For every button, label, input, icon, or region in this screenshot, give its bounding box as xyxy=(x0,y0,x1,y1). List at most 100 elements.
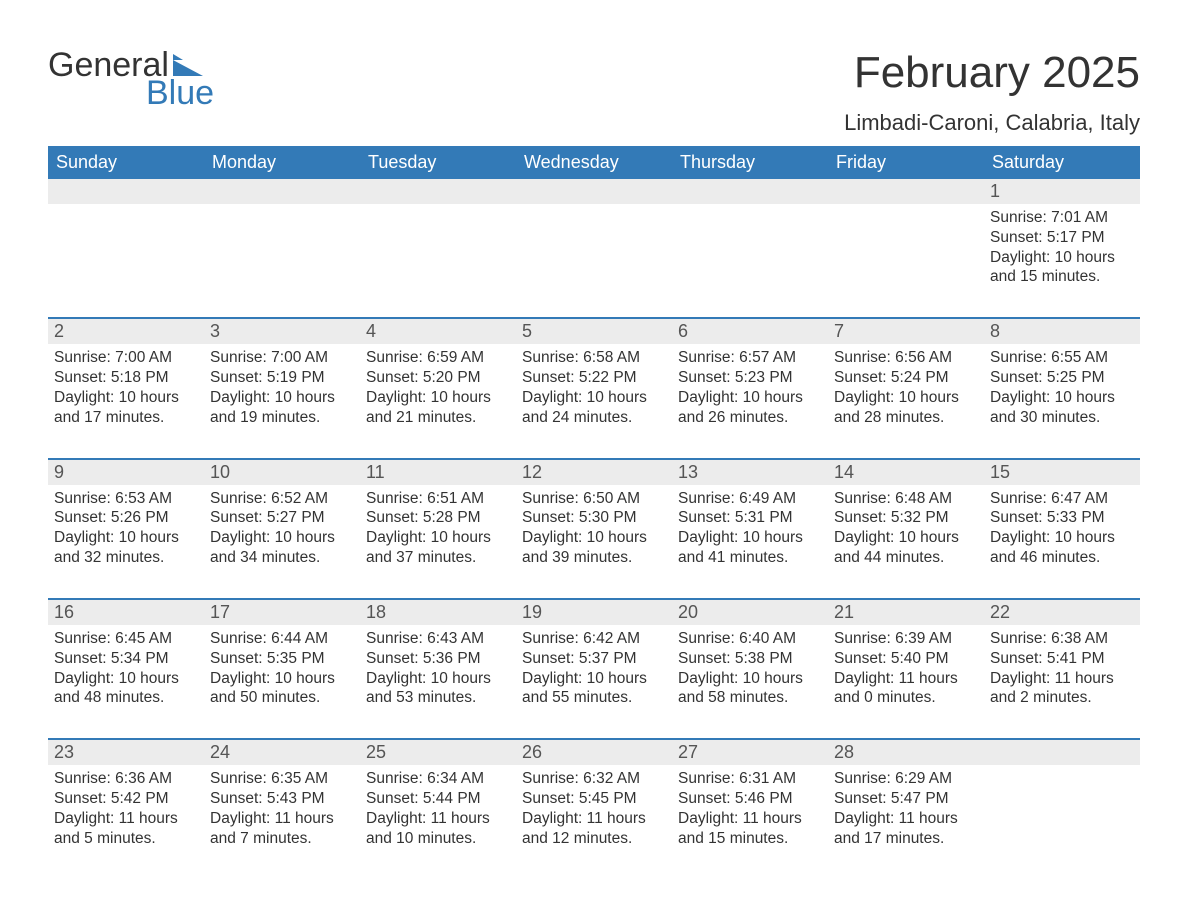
day-details: Sunrise: 6:31 AMSunset: 5:46 PMDaylight:… xyxy=(678,769,822,848)
day-number xyxy=(984,740,1140,765)
day-number: 3 xyxy=(204,319,360,344)
daylight-line: Daylight: 11 hours and 15 minutes. xyxy=(678,809,822,849)
day-cell: 26Sunrise: 6:32 AMSunset: 5:45 PMDayligh… xyxy=(516,740,672,860)
sunrise-line: Sunrise: 6:44 AM xyxy=(210,629,354,649)
day-cell: 9Sunrise: 6:53 AMSunset: 5:26 PMDaylight… xyxy=(48,460,204,580)
day-cell xyxy=(516,179,672,299)
day-cell: 25 Sunrise: 6:34 AMSunset: 5:44 PMDayligh… xyxy=(360,740,516,860)
day-number: 4 xyxy=(360,319,516,344)
sunset-line: Sunset: 5:36 PM xyxy=(366,649,510,669)
daylight-line: Daylight: 11 hours and 10 minutes. xyxy=(366,809,510,849)
day-cell: 7Sunrise: 6:56 AMSunset: 5:24 PMDaylight… xyxy=(828,319,984,439)
day-number: 25 xyxy=(360,740,516,765)
location-subtitle: Limbadi-Caroni, Calabria, Italy xyxy=(844,110,1140,136)
sunrise-line: Sunrise: 6:43 AM xyxy=(366,629,510,649)
daylight-line: Daylight: 10 hours and 39 minutes. xyxy=(522,528,666,568)
day-details: Sunrise: 6:43 AMSunset: 5:36 PMDaylight:… xyxy=(366,629,510,708)
day-details: Sunrise: 6:49 AMSunset: 5:31 PMDaylight:… xyxy=(678,489,822,568)
sunset-line: Sunset: 5:22 PM xyxy=(522,368,666,388)
day-number: 20 xyxy=(672,600,828,625)
sunset-line: Sunset: 5:25 PM xyxy=(990,368,1134,388)
day-number: 21 xyxy=(828,600,984,625)
day-cell xyxy=(984,740,1140,860)
day-details: Sunrise: 6:53 AMSunset: 5:26 PMDaylight:… xyxy=(54,489,198,568)
day-details: Sunrise: 7:00 AMSunset: 5:18 PMDaylight:… xyxy=(54,348,198,427)
day-details: Sunrise: 7:00 AMSunset: 5:19 PMDaylight:… xyxy=(210,348,354,427)
sunrise-line: Sunrise: 6:38 AM xyxy=(990,629,1134,649)
daylight-line: Daylight: 11 hours and 5 minutes. xyxy=(54,809,198,849)
sunset-line: Sunset: 5:34 PM xyxy=(54,649,198,669)
day-details: Sunrise: 6:42 AMSunset: 5:37 PMDaylight:… xyxy=(522,629,666,708)
day-cell: 22Sunrise: 6:38 AMSunset: 5:41 PMDayligh… xyxy=(984,600,1140,720)
brand-logo: General Blue xyxy=(48,48,214,110)
day-number: 10 xyxy=(204,460,360,485)
sunset-line: Sunset: 5:43 PM xyxy=(210,789,354,809)
daylight-line: Daylight: 11 hours and 17 minutes. xyxy=(834,809,978,849)
day-number: 12 xyxy=(516,460,672,485)
weeks-container: 1Sunrise: 7:01 AMSunset: 5:17 PMDaylight… xyxy=(48,179,1140,861)
day-details: Sunrise: 6:40 AMSunset: 5:38 PMDaylight:… xyxy=(678,629,822,708)
sunset-line: Sunset: 5:38 PM xyxy=(678,649,822,669)
day-number: 19 xyxy=(516,600,672,625)
day-details: Sunrise: 6:57 AMSunset: 5:23 PMDaylight:… xyxy=(678,348,822,427)
sunrise-line: Sunrise: 6:56 AM xyxy=(834,348,978,368)
calendar-grid: SundayMondayTuesdayWednesdayThursdayFrid… xyxy=(48,146,1140,861)
daylight-line: Daylight: 10 hours and 30 minutes. xyxy=(990,388,1134,428)
sunset-line: Sunset: 5:40 PM xyxy=(834,649,978,669)
day-number xyxy=(672,179,828,204)
dow-cell: Wednesday xyxy=(516,146,672,179)
daylight-line: Daylight: 10 hours and 55 minutes. xyxy=(522,669,666,709)
daylight-line: Daylight: 11 hours and 12 minutes. xyxy=(522,809,666,849)
daylight-line: Daylight: 10 hours and 41 minutes. xyxy=(678,528,822,568)
dow-cell: Saturday xyxy=(984,146,1140,179)
sunrise-line: Sunrise: 6:52 AM xyxy=(210,489,354,509)
sunset-line: Sunset: 5:44 PM xyxy=(366,789,510,809)
sunrise-line: Sunrise: 6:48 AM xyxy=(834,489,978,509)
sunset-line: Sunset: 5:20 PM xyxy=(366,368,510,388)
sunrise-line: Sunrise: 6:58 AM xyxy=(522,348,666,368)
day-details: Sunrise: 6:48 AMSunset: 5:32 PMDaylight:… xyxy=(834,489,978,568)
sunset-line: Sunset: 5:18 PM xyxy=(54,368,198,388)
day-cell: 11Sunrise: 6:51 AMSunset: 5:28 PMDayligh… xyxy=(360,460,516,580)
sunrise-line: Sunrise: 6:57 AM xyxy=(678,348,822,368)
day-cell: 19 Sunrise: 6:42 AMSunset: 5:37 PMDayligh… xyxy=(516,600,672,720)
day-number: 18 xyxy=(360,600,516,625)
week-row: 23Sunrise: 6:36 AMSunset: 5:42 PMDayligh… xyxy=(48,738,1140,860)
day-details: Sunrise: 6:38 AMSunset: 5:41 PMDaylight:… xyxy=(990,629,1134,708)
day-cell xyxy=(48,179,204,299)
daylight-line: Daylight: 10 hours and 48 minutes. xyxy=(54,669,198,709)
daylight-line: Daylight: 10 hours and 19 minutes. xyxy=(210,388,354,428)
day-details: Sunrise: 6:47 AMSunset: 5:33 PMDaylight:… xyxy=(990,489,1134,568)
day-details: Sunrise: 6:58 AMSunset: 5:22 PMDaylight:… xyxy=(522,348,666,427)
sunset-line: Sunset: 5:24 PM xyxy=(834,368,978,388)
day-details: Sunrise: 6:55 AMSunset: 5:25 PMDaylight:… xyxy=(990,348,1134,427)
day-number: 23 xyxy=(48,740,204,765)
calendar-document: General Blue February 2025 Limbadi-Caron… xyxy=(0,0,1188,921)
day-cell: 28Sunrise: 6:29 AMSunset: 5:47 PMDayligh… xyxy=(828,740,984,860)
sunrise-line: Sunrise: 6:40 AM xyxy=(678,629,822,649)
day-details: Sunrise: 6:39 AMSunset: 5:40 PMDaylight:… xyxy=(834,629,978,708)
day-number: 27 xyxy=(672,740,828,765)
sunrise-line: Sunrise: 6:45 AM xyxy=(54,629,198,649)
day-cell xyxy=(672,179,828,299)
sunset-line: Sunset: 5:31 PM xyxy=(678,508,822,528)
sunrise-line: Sunrise: 6:34 AM xyxy=(366,769,510,789)
day-number: 7 xyxy=(828,319,984,344)
daylight-line: Daylight: 10 hours and 53 minutes. xyxy=(366,669,510,709)
day-cell: 6Sunrise: 6:57 AMSunset: 5:23 PMDaylight… xyxy=(672,319,828,439)
brand-word-blue: Blue xyxy=(146,76,214,110)
day-cell: 14Sunrise: 6:48 AMSunset: 5:32 PMDayligh… xyxy=(828,460,984,580)
day-number xyxy=(516,179,672,204)
day-number xyxy=(48,179,204,204)
sunrise-line: Sunrise: 6:49 AM xyxy=(678,489,822,509)
sunset-line: Sunset: 5:28 PM xyxy=(366,508,510,528)
day-details: Sunrise: 6:35 AMSunset: 5:43 PMDaylight:… xyxy=(210,769,354,848)
daylight-line: Daylight: 10 hours and 37 minutes. xyxy=(366,528,510,568)
day-number: 8 xyxy=(984,319,1140,344)
dow-cell: Sunday xyxy=(48,146,204,179)
day-cell: 17Sunrise: 6:44 AMSunset: 5:35 PMDayligh… xyxy=(204,600,360,720)
daylight-line: Daylight: 10 hours and 34 minutes. xyxy=(210,528,354,568)
day-cell: 15Sunrise: 6:47 AMSunset: 5:33 PMDayligh… xyxy=(984,460,1140,580)
day-number: 2 xyxy=(48,319,204,344)
day-cell: 21 Sunrise: 6:39 AMSunset: 5:40 PMDayligh… xyxy=(828,600,984,720)
